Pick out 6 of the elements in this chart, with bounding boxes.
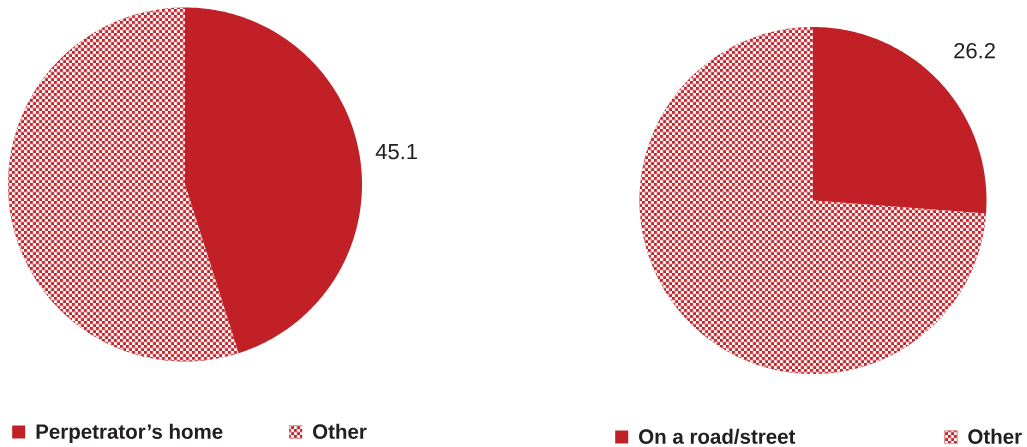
legend-label: Other: [313, 423, 367, 439]
legend-label: Other: [968, 428, 1022, 444]
data-label: 26.2: [954, 42, 995, 59]
legend-label: On a road/street: [639, 428, 796, 445]
data-label: 45.1: [375, 143, 417, 160]
legend-label: Perpetrator’s home: [36, 423, 223, 443]
